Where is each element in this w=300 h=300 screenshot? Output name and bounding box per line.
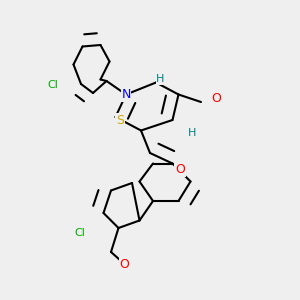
Text: Cl: Cl <box>47 80 58 91</box>
Text: O: O <box>120 257 129 271</box>
Text: H: H <box>188 128 196 139</box>
Text: O: O <box>175 163 185 176</box>
Text: H: H <box>156 74 165 85</box>
Text: N: N <box>121 88 131 101</box>
Text: Cl: Cl <box>74 227 85 238</box>
Text: O: O <box>211 92 221 106</box>
Text: S: S <box>116 113 124 127</box>
